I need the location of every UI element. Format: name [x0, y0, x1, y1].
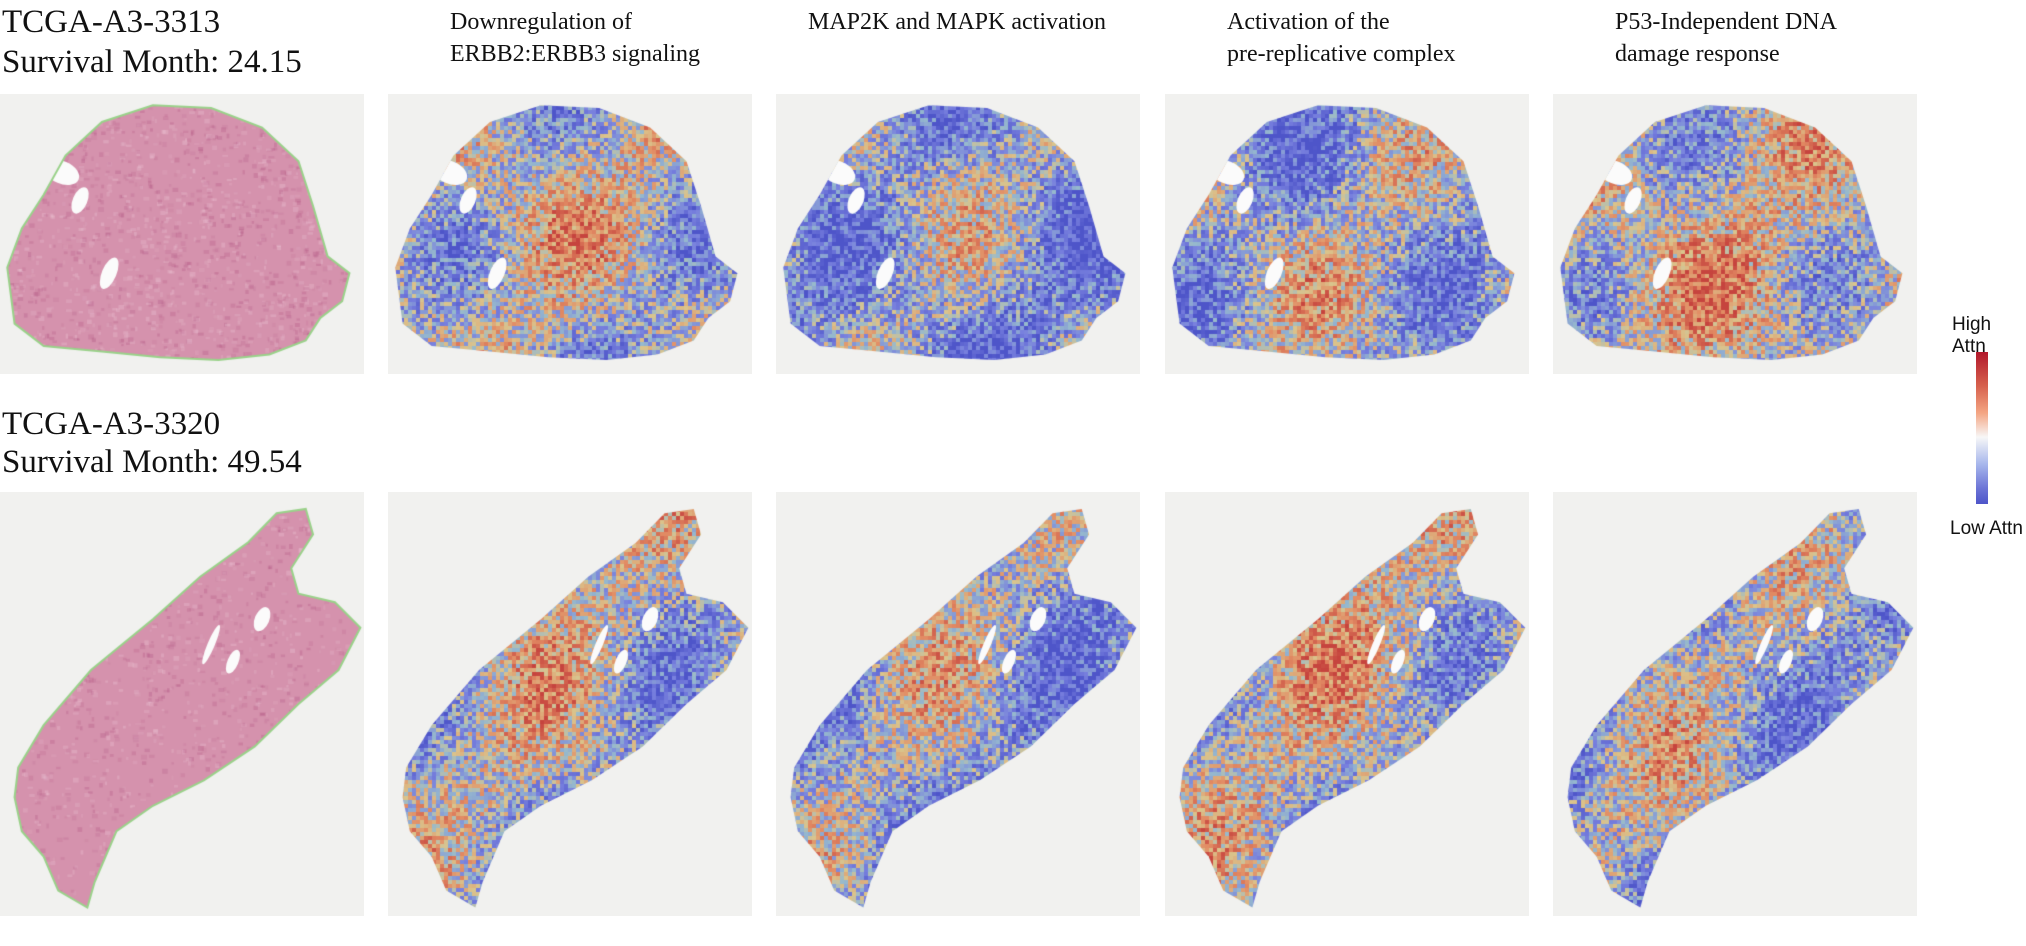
column-title-p53-line1: P53-Independent DNA — [1615, 9, 1837, 35]
he-slide-row1 — [0, 94, 364, 374]
legend-high-label: High Attn — [1952, 314, 1992, 357]
attention-map-mapk-row1 — [776, 94, 1140, 374]
attention-map-p53-row2 — [1553, 492, 1917, 916]
column-title-mapk-line1: MAP2K and MAPK activation — [808, 9, 1106, 35]
attention-colorbar — [1976, 352, 1988, 504]
column-title-erbb: Downregulation of ERBB2:ERBB3 signaling — [450, 6, 790, 70]
attention-map-erbb-row1 — [388, 94, 752, 374]
attention-map-prereplicative-row2 — [1165, 492, 1529, 916]
column-title-prereplicative-line1: Activation of the — [1227, 9, 1390, 35]
column-title-prereplicative: Activation of the pre-replicative comple… — [1227, 6, 1567, 70]
column-title-erbb-line1: Downregulation of — [450, 9, 632, 35]
column-title-prereplicative-line2: pre-replicative complex — [1227, 41, 1456, 67]
survival-month-1: Survival Month: 24.15 — [2, 44, 302, 80]
attention-map-p53-row1 — [1553, 94, 1917, 374]
legend-low-label: Low Attn — [1950, 518, 2023, 539]
case-id-2: TCGA-A3-3320 — [2, 406, 221, 442]
column-title-p53: P53-Independent DNA damage response — [1615, 6, 1955, 70]
column-title-p53-line2: damage response — [1615, 41, 1780, 67]
attention-map-mapk-row2 — [776, 492, 1140, 916]
column-title-mapk: MAP2K and MAPK activation — [808, 6, 1188, 38]
column-title-erbb-line2: ERBB2:ERBB3 signaling — [450, 41, 701, 67]
attention-map-prereplicative-row1 — [1165, 94, 1529, 374]
survival-month-2: Survival Month: 49.54 — [2, 444, 302, 480]
he-slide-row2 — [0, 492, 364, 916]
case-id-1: TCGA-A3-3313 — [2, 4, 221, 40]
attention-map-erbb-row2 — [388, 492, 752, 916]
